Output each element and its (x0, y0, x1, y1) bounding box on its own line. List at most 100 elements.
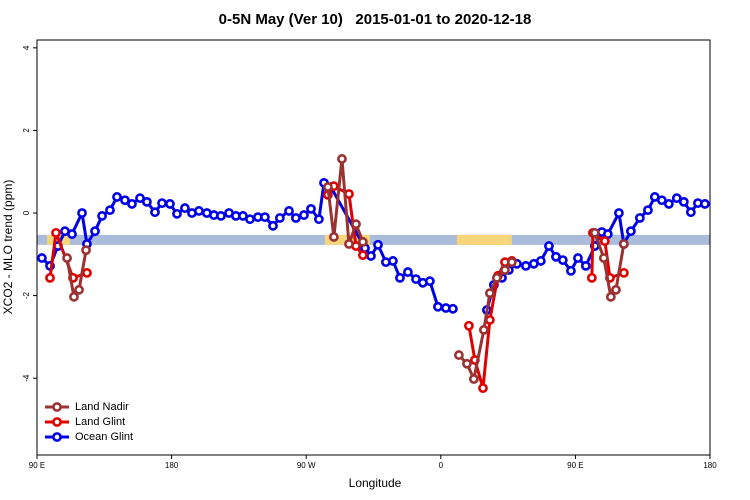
data-point (357, 250, 368, 261)
data-point (314, 214, 324, 225)
data-point (81, 245, 91, 256)
data-point (424, 276, 435, 287)
data-point (448, 303, 458, 314)
y-tick-label: 0 (22, 210, 31, 215)
data-point (573, 253, 583, 263)
data-point (328, 232, 339, 242)
data-point (373, 239, 383, 250)
data-point (351, 219, 361, 230)
data-point (598, 253, 609, 263)
data-point (625, 226, 636, 237)
data-point (290, 213, 301, 223)
data-point (663, 199, 674, 209)
data-point (643, 205, 653, 216)
data-point (634, 213, 645, 223)
legend-label: Land Glint (75, 416, 125, 428)
y-axis-label: XCO2 - MLO trend (ppm) (1, 180, 15, 315)
data-point (589, 227, 600, 238)
data-point (274, 213, 285, 223)
data-point (395, 272, 405, 283)
data-point (544, 241, 554, 251)
data-point (618, 267, 629, 278)
legend-marker (52, 402, 62, 412)
data-point (478, 383, 488, 394)
data-point (357, 237, 368, 247)
plot-frame (36, 39, 711, 456)
data-point (700, 199, 710, 209)
data-point (37, 253, 47, 263)
data-point (142, 196, 152, 207)
data-point (599, 236, 610, 246)
data-point (194, 206, 204, 216)
data-point (216, 211, 226, 221)
data-point (678, 196, 689, 207)
data-point (618, 239, 629, 249)
data-point (157, 198, 167, 209)
data-point (45, 272, 55, 283)
data-point (62, 253, 72, 263)
data-point (260, 212, 270, 223)
data-point (611, 284, 621, 295)
x-tick-label: 180 (165, 461, 179, 470)
x-tick-label: 90 E (567, 461, 583, 470)
data-point (557, 255, 568, 265)
x-axis-label: Longitude (349, 476, 402, 490)
data-point (453, 350, 464, 360)
data-point (462, 358, 472, 369)
data-point (74, 284, 84, 295)
data-point (566, 265, 576, 276)
data-point (82, 267, 92, 278)
data-point (402, 267, 413, 277)
data-point (268, 220, 278, 231)
data-point (150, 207, 160, 218)
legend-label: Ocean Glint (75, 431, 133, 443)
data-point (77, 208, 87, 218)
data-point (506, 257, 517, 268)
x-tick-label: 90 E (29, 461, 45, 470)
data-point (411, 274, 421, 284)
data-point (135, 193, 145, 204)
data-point (165, 199, 175, 209)
data-point (127, 199, 137, 209)
data-point (580, 260, 591, 271)
data-point (656, 195, 667, 206)
data-point (685, 207, 696, 218)
data-point (671, 193, 682, 204)
data-point (51, 227, 61, 238)
x-tick-label: 90 W (297, 461, 316, 470)
chart-title: 0-5N May (Ver 10) 2015-01-01 to 2020-12-… (219, 11, 532, 28)
legend-marker (52, 432, 62, 442)
data-point (120, 195, 130, 206)
band-highlight (456, 234, 512, 245)
data-point (306, 203, 316, 214)
data-point (433, 301, 443, 312)
data-point (97, 211, 107, 221)
data-point (468, 374, 479, 384)
x-tick-label: 180 (703, 461, 717, 470)
data-point (388, 256, 398, 266)
data-point (605, 291, 616, 302)
data-point (245, 214, 255, 225)
data-point (322, 182, 333, 192)
y-tick-label: -4 (22, 374, 31, 382)
data-point (366, 251, 376, 261)
data-point (69, 291, 79, 302)
series-line (65, 157, 626, 381)
data-point (491, 272, 502, 283)
legend-label: Land Nadir (75, 401, 129, 413)
data-point (337, 154, 347, 164)
data-point (90, 226, 100, 237)
data-point (172, 208, 182, 219)
data-point (520, 260, 531, 271)
y-tick-label: 2 (22, 128, 31, 133)
data-point (535, 256, 546, 266)
data-point (67, 229, 77, 239)
data-point (112, 192, 122, 202)
y-tick-label: -2 (22, 292, 31, 300)
data-point (484, 288, 495, 299)
data-point (180, 203, 190, 213)
y-tick-label: 4 (22, 45, 31, 50)
x-tick-label: 0 (439, 461, 444, 470)
data-point (500, 265, 510, 275)
